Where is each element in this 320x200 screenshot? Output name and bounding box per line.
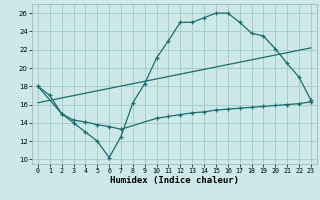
X-axis label: Humidex (Indice chaleur): Humidex (Indice chaleur) [110,176,239,185]
